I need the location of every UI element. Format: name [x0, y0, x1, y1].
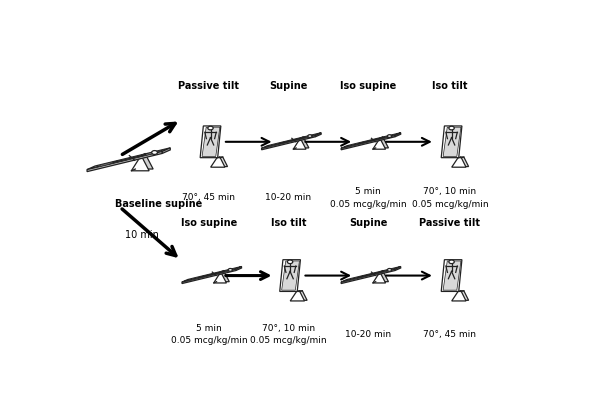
Polygon shape: [346, 134, 397, 147]
Polygon shape: [262, 135, 315, 150]
Polygon shape: [187, 268, 238, 281]
Polygon shape: [443, 261, 461, 290]
Circle shape: [208, 126, 213, 130]
Text: 70°, 10 min
0.05 mcg/kg/min: 70°, 10 min 0.05 mcg/kg/min: [250, 324, 327, 345]
Polygon shape: [266, 134, 317, 147]
Polygon shape: [281, 261, 300, 290]
Polygon shape: [236, 267, 242, 271]
Polygon shape: [182, 267, 242, 282]
Circle shape: [228, 269, 233, 271]
Polygon shape: [341, 133, 400, 148]
Text: 5 min
0.05 mcg/kg/min: 5 min 0.05 mcg/kg/min: [170, 324, 247, 345]
Text: Iso tilt: Iso tilt: [271, 218, 306, 228]
Text: Supine: Supine: [269, 81, 307, 91]
Polygon shape: [262, 133, 321, 148]
Circle shape: [387, 269, 391, 271]
Polygon shape: [454, 157, 469, 166]
Polygon shape: [346, 268, 397, 281]
Polygon shape: [452, 291, 466, 301]
Polygon shape: [202, 127, 220, 156]
Polygon shape: [442, 260, 462, 291]
Polygon shape: [454, 291, 469, 300]
Text: Iso supine: Iso supine: [340, 81, 396, 91]
Circle shape: [288, 260, 293, 264]
Text: 10-20 min: 10-20 min: [345, 330, 391, 339]
Polygon shape: [315, 133, 321, 137]
Polygon shape: [442, 126, 462, 158]
Text: 70°, 45 min: 70°, 45 min: [182, 193, 236, 202]
Polygon shape: [395, 133, 400, 137]
Polygon shape: [213, 157, 228, 166]
Polygon shape: [452, 158, 466, 167]
Polygon shape: [293, 291, 307, 300]
Polygon shape: [395, 267, 400, 271]
Polygon shape: [373, 272, 385, 283]
Circle shape: [449, 126, 454, 130]
Polygon shape: [376, 271, 388, 282]
Polygon shape: [94, 149, 164, 168]
Polygon shape: [214, 272, 226, 283]
Polygon shape: [443, 127, 461, 156]
Polygon shape: [182, 269, 236, 284]
Polygon shape: [373, 138, 385, 149]
Text: 5 min
0.05 mcg/kg/min: 5 min 0.05 mcg/kg/min: [330, 187, 406, 208]
Polygon shape: [376, 137, 388, 148]
Polygon shape: [341, 267, 400, 282]
Polygon shape: [217, 271, 230, 282]
Text: 70°, 45 min: 70°, 45 min: [423, 330, 477, 339]
Polygon shape: [341, 269, 395, 284]
Polygon shape: [200, 126, 221, 158]
Circle shape: [308, 135, 312, 137]
Text: 10 min: 10 min: [124, 230, 158, 240]
Text: Passive tilt: Passive tilt: [420, 218, 480, 228]
Polygon shape: [291, 291, 304, 301]
Polygon shape: [294, 138, 306, 149]
Text: 70°, 10 min
0.05 mcg/kg/min: 70°, 10 min 0.05 mcg/kg/min: [412, 187, 488, 208]
Polygon shape: [341, 135, 395, 150]
Circle shape: [152, 151, 158, 154]
Circle shape: [387, 135, 391, 137]
Polygon shape: [296, 137, 309, 148]
Text: Iso supine: Iso supine: [181, 218, 237, 228]
Text: Supine: Supine: [349, 218, 387, 228]
Polygon shape: [162, 148, 170, 154]
Polygon shape: [211, 158, 225, 167]
Text: Baseline supine: Baseline supine: [115, 199, 202, 209]
Text: Iso tilt: Iso tilt: [432, 81, 467, 91]
Polygon shape: [131, 156, 149, 171]
Polygon shape: [280, 260, 300, 291]
Polygon shape: [87, 152, 162, 172]
Text: 10-20 min: 10-20 min: [265, 193, 312, 202]
Polygon shape: [135, 154, 153, 169]
Polygon shape: [87, 148, 170, 170]
Circle shape: [449, 260, 454, 264]
Text: Passive tilt: Passive tilt: [178, 81, 239, 91]
